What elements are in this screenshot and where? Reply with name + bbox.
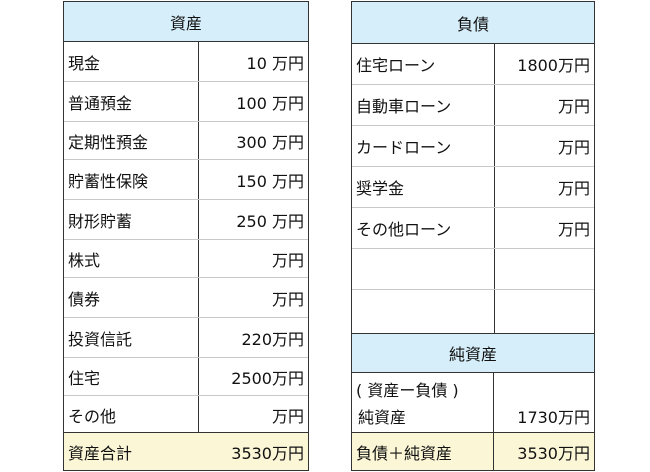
net-assets-row: ( 資産ー負債 ) 純資産 1730万円 (352, 373, 594, 434)
assets-table: 資産 現金 10 万円 普通預金 100 万円 定期性預金 300 万円 貯蓄性… (63, 1, 309, 471)
asset-row: 投資信託 220万円 (64, 318, 308, 358)
assets-total-amount: 3530万円 (231, 443, 304, 463)
assets-header: 資産 (64, 2, 308, 42)
asset-label: 定期性預金 (68, 132, 149, 152)
liability-row (352, 290, 594, 333)
asset-label: 現金 (68, 53, 101, 73)
liability-row: その他ローン 万円 (352, 208, 594, 249)
asset-row: 定期性預金 300 万円 (64, 122, 308, 160)
asset-row: 現金 10 万円 (64, 42, 308, 82)
liability-label (352, 290, 494, 333)
assets-total-row: 資産合計 3530万円 (64, 432, 308, 470)
liability-amount (494, 249, 594, 289)
liability-amount: 万円 (557, 220, 590, 239)
asset-amount: 2500万円 (231, 368, 304, 388)
liability-label: 住宅ローン (356, 56, 436, 75)
assets-column-divider (198, 42, 199, 433)
liability-row: 奨学金 万円 (352, 167, 594, 208)
liabilities-header: 負債 (352, 2, 594, 44)
asset-amount: 150 万円 (236, 171, 304, 191)
liabilities-total-amount: 3530万円 (517, 443, 590, 463)
liabilities-total-label: 負債＋純資産 (352, 433, 494, 470)
liability-label (352, 249, 494, 289)
asset-amount: 万円 (271, 289, 304, 309)
asset-label: 財形貯蓄 (68, 211, 133, 231)
liability-row: 自動車ローン 万円 (352, 85, 594, 126)
liability-label: 奨学金 (356, 179, 405, 198)
asset-row: 貯蓄性保険 150 万円 (64, 160, 308, 200)
net-assets-label: 純資産 (358, 408, 407, 427)
asset-row: 住宅 2500万円 (64, 358, 308, 396)
asset-label: 株式 (68, 250, 101, 270)
liability-label: カードローン (356, 138, 452, 157)
asset-amount: 300 万円 (236, 132, 304, 152)
asset-amount: 250 万円 (236, 211, 304, 231)
net-assets-amount: 1730万円 (517, 408, 590, 427)
liability-label: 自動車ローン (356, 97, 452, 116)
net-assets-header: 純資産 (352, 333, 594, 373)
asset-label: その他 (68, 406, 117, 426)
asset-row: 債券 万円 (64, 278, 308, 318)
liability-row: 住宅ローン 1800万円 (352, 44, 594, 85)
asset-label: 普通預金 (68, 93, 133, 113)
asset-amount: 万円 (271, 406, 304, 426)
liability-row (352, 249, 594, 290)
asset-row: 株式 万円 (64, 240, 308, 278)
net-assets-label-cell: ( 資産ー負債 ) 純資産 (352, 373, 494, 434)
asset-amount: 10 万円 (246, 53, 304, 73)
liability-amount: 万円 (557, 179, 590, 198)
asset-label: 住宅 (68, 368, 101, 388)
liabilities-total-row: 負債＋純資産 3530万円 (352, 432, 594, 470)
asset-row: 普通預金 100 万円 (64, 82, 308, 122)
asset-amount: 220万円 (241, 329, 304, 349)
asset-label: 投資信託 (68, 329, 133, 349)
liability-amount: 万円 (557, 97, 590, 116)
net-assets-note: ( 資産ー負債 ) (356, 381, 459, 400)
liability-amount: 1800万円 (517, 56, 590, 75)
asset-row: 財形貯蓄 250 万円 (64, 200, 308, 240)
asset-label: 債券 (68, 289, 101, 309)
liabilities-table: 負債 住宅ローン 1800万円 自動車ローン 万円 カードローン 万円 奨学金 … (351, 1, 595, 471)
liability-amount: 万円 (557, 138, 590, 157)
assets-total-label: 資産合計 (68, 443, 133, 463)
asset-amount: 100 万円 (236, 93, 304, 113)
asset-row: その他 万円 (64, 396, 308, 433)
liability-amount (494, 290, 594, 333)
liability-row: カードローン 万円 (352, 126, 594, 167)
liabilities-column-divider (494, 44, 495, 333)
asset-label: 貯蓄性保険 (68, 171, 149, 191)
asset-amount: 万円 (271, 250, 304, 270)
liability-label: その他ローン (356, 220, 452, 239)
